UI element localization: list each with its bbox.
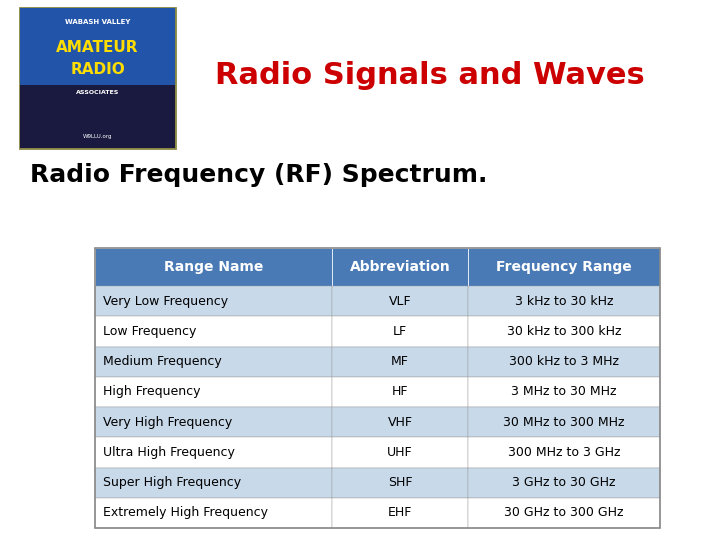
- Text: W9LLU.org: W9LLU.org: [83, 134, 112, 139]
- Bar: [468, 316, 660, 347]
- Bar: [468, 248, 660, 286]
- Text: UHF: UHF: [387, 446, 413, 459]
- Bar: [95, 407, 333, 437]
- Bar: [333, 468, 468, 498]
- Text: Range Name: Range Name: [164, 260, 264, 274]
- Bar: [333, 437, 468, 468]
- Text: Radio Signals and Waves: Radio Signals and Waves: [215, 60, 645, 90]
- Bar: [95, 248, 660, 528]
- Text: RADIO: RADIO: [70, 62, 125, 77]
- Text: Extremely High Frequency: Extremely High Frequency: [103, 507, 268, 519]
- Text: AMATEUR: AMATEUR: [56, 40, 139, 55]
- Bar: [95, 468, 333, 498]
- Text: Very Low Frequency: Very Low Frequency: [103, 295, 228, 308]
- Text: 3 GHz to 30 GHz: 3 GHz to 30 GHz: [512, 476, 616, 489]
- Text: 30 GHz to 300 GHz: 30 GHz to 300 GHz: [504, 507, 624, 519]
- Text: VHF: VHF: [387, 416, 413, 429]
- Text: High Frequency: High Frequency: [103, 386, 200, 399]
- Bar: [468, 437, 660, 468]
- Text: VLF: VLF: [389, 295, 411, 308]
- Text: 30 MHz to 300 MHz: 30 MHz to 300 MHz: [503, 416, 625, 429]
- Bar: [95, 498, 333, 528]
- Bar: [95, 248, 333, 286]
- Bar: [20, 8, 175, 85]
- Text: Frequency Range: Frequency Range: [496, 260, 632, 274]
- Text: LF: LF: [393, 325, 408, 338]
- Bar: [333, 498, 468, 528]
- Text: ASSOCIATES: ASSOCIATES: [76, 90, 120, 94]
- Text: Low Frequency: Low Frequency: [103, 325, 197, 338]
- Bar: [468, 407, 660, 437]
- Bar: [333, 286, 468, 316]
- Bar: [333, 407, 468, 437]
- Bar: [95, 437, 333, 468]
- Text: Abbreviation: Abbreviation: [350, 260, 451, 274]
- Bar: [333, 347, 468, 377]
- Text: Very High Frequency: Very High Frequency: [103, 416, 233, 429]
- Text: Radio Frequency (RF) Spectrum.: Radio Frequency (RF) Spectrum.: [30, 163, 487, 187]
- Text: WABASH VALLEY: WABASH VALLEY: [65, 19, 130, 25]
- Bar: [95, 316, 333, 347]
- Bar: [468, 347, 660, 377]
- Text: 3 MHz to 30 MHz: 3 MHz to 30 MHz: [511, 386, 617, 399]
- Bar: [333, 377, 468, 407]
- Bar: [95, 286, 333, 316]
- Text: Medium Frequency: Medium Frequency: [103, 355, 222, 368]
- Bar: [468, 286, 660, 316]
- Text: Ultra High Frequency: Ultra High Frequency: [103, 446, 235, 459]
- Bar: [468, 377, 660, 407]
- Text: 3 kHz to 30 kHz: 3 kHz to 30 kHz: [515, 295, 613, 308]
- Text: 30 kHz to 300 kHz: 30 kHz to 300 kHz: [507, 325, 621, 338]
- Bar: [95, 347, 333, 377]
- Text: Super High Frequency: Super High Frequency: [103, 476, 241, 489]
- Text: MF: MF: [391, 355, 409, 368]
- Text: HF: HF: [392, 386, 408, 399]
- Bar: [95, 377, 333, 407]
- Bar: [468, 468, 660, 498]
- Bar: [333, 248, 468, 286]
- Text: SHF: SHF: [388, 476, 413, 489]
- Bar: [468, 498, 660, 528]
- Text: 300 MHz to 3 GHz: 300 MHz to 3 GHz: [508, 446, 620, 459]
- Bar: [20, 8, 175, 148]
- Text: EHF: EHF: [388, 507, 413, 519]
- Bar: [20, 85, 175, 148]
- Bar: [333, 316, 468, 347]
- Text: 300 kHz to 3 MHz: 300 kHz to 3 MHz: [509, 355, 619, 368]
